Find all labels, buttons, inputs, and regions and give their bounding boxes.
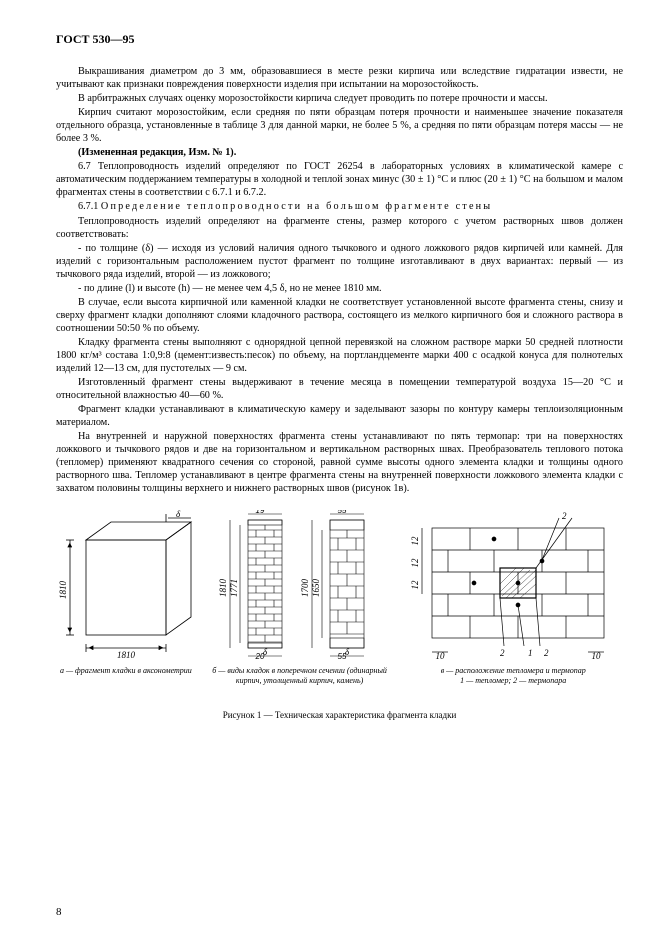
para-6-heading: 6.7.1 Определение теплопроводности на бо… xyxy=(56,200,623,213)
para-9: - по длине (l) и высоте (h) — не менее ч… xyxy=(56,282,623,295)
figure-a: δ 1810 1810 xyxy=(56,510,196,660)
fig-b-t1: 19 xyxy=(256,510,265,515)
para-7: Теплопроводность изделий определяют на ф… xyxy=(56,215,623,241)
fig-b-h1i: 1771 xyxy=(229,579,239,597)
para-2: В арбитражных случаях оценку морозостойк… xyxy=(56,92,623,105)
para-11: Кладку фрагмента стены выполняют с однор… xyxy=(56,336,623,375)
para-5: 6.7 Теплопроводность изделий определяют … xyxy=(56,160,623,199)
fig-b-h2i: 1650 xyxy=(311,578,321,597)
figure-c: 2 12 12 12 10 10 2 1 2 xyxy=(404,510,624,660)
page-header-standard-id: ГОСТ 530—95 xyxy=(56,32,623,47)
fig-c-v2: 12 xyxy=(410,580,420,590)
figure-c-svg: 2 12 12 12 10 10 2 1 2 xyxy=(404,510,624,660)
figure-b-svg: 1810 1771 19 20 1700 1650 55 55 δ δ xyxy=(210,510,390,660)
figure-a-svg: δ 1810 1810 xyxy=(56,510,196,660)
para-8: - по толщине (δ) — исходя из условий нал… xyxy=(56,242,623,281)
fig-b-t2: 55 xyxy=(338,510,347,515)
fig-c-cb2a: 2 xyxy=(562,511,567,521)
fig-c-v0: 12 xyxy=(410,536,420,546)
figure-captions: а — фрагмент кладки в аксонометрии б — в… xyxy=(56,666,623,686)
fig-a-w: 1810 xyxy=(117,650,136,660)
fig-b-d1: δ xyxy=(263,647,268,657)
caption-c: в — расположение тепломера и термопар 1 … xyxy=(403,666,623,686)
document-page: ГОСТ 530—95 Выкрашивания диаметром до 3 … xyxy=(0,0,661,936)
clause-num: 6.7.1 xyxy=(78,201,101,212)
para-4-amendment: (Измененная редакция, Изм. № 1). xyxy=(56,146,623,159)
fig-b-h2: 1700 xyxy=(300,578,310,597)
fig-b-d2: δ xyxy=(345,647,350,657)
para-1: Выкрашивания диаметром до 3 мм, образова… xyxy=(56,65,623,91)
para-13: Фрагмент кладки устанавливают в климатич… xyxy=(56,403,623,429)
fig-c-cb1: 1 xyxy=(528,648,533,658)
fig-c-h2: 10 xyxy=(592,651,602,660)
figure-b: 1810 1771 19 20 1700 1650 55 55 δ δ xyxy=(210,510,390,660)
para-12: Изготовленный фрагмент стены выдерживают… xyxy=(56,376,623,402)
fig-c-h1: 10 xyxy=(436,651,446,660)
caption-b: б — виды кладок в поперечном сечении (од… xyxy=(210,666,390,686)
fig-a-h: 1810 xyxy=(58,580,68,599)
fig-c-v1: 12 xyxy=(410,558,420,568)
fig-c-cb2c: 2 xyxy=(544,648,549,658)
figure-title: Рисунок 1 — Техническая характеристика ф… xyxy=(56,710,623,720)
para-14: На внутренней и наружной поверхностях фр… xyxy=(56,430,623,495)
para-10: В случае, если высота кирпичной или каме… xyxy=(56,296,623,335)
para-3: Кирпич считают морозостойким, если средн… xyxy=(56,106,623,145)
caption-a: а — фрагмент кладки в аксонометрии xyxy=(56,666,196,686)
page-number: 8 xyxy=(56,906,62,918)
clause-title: Определение теплопроводности на большом … xyxy=(101,201,492,212)
fig-c-cb2b: 2 xyxy=(500,648,505,658)
figure-row: δ 1810 1810 xyxy=(56,510,623,660)
fig-b-h1: 1810 xyxy=(218,578,228,597)
